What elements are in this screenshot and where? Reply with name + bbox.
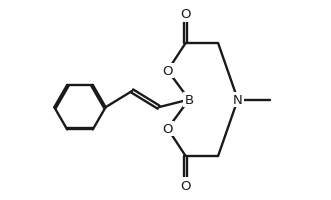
Text: O: O bbox=[163, 122, 173, 135]
Text: O: O bbox=[163, 65, 173, 78]
Text: N: N bbox=[233, 94, 243, 106]
Text: O: O bbox=[180, 8, 191, 21]
Text: B: B bbox=[184, 94, 194, 106]
Text: O: O bbox=[180, 179, 191, 192]
